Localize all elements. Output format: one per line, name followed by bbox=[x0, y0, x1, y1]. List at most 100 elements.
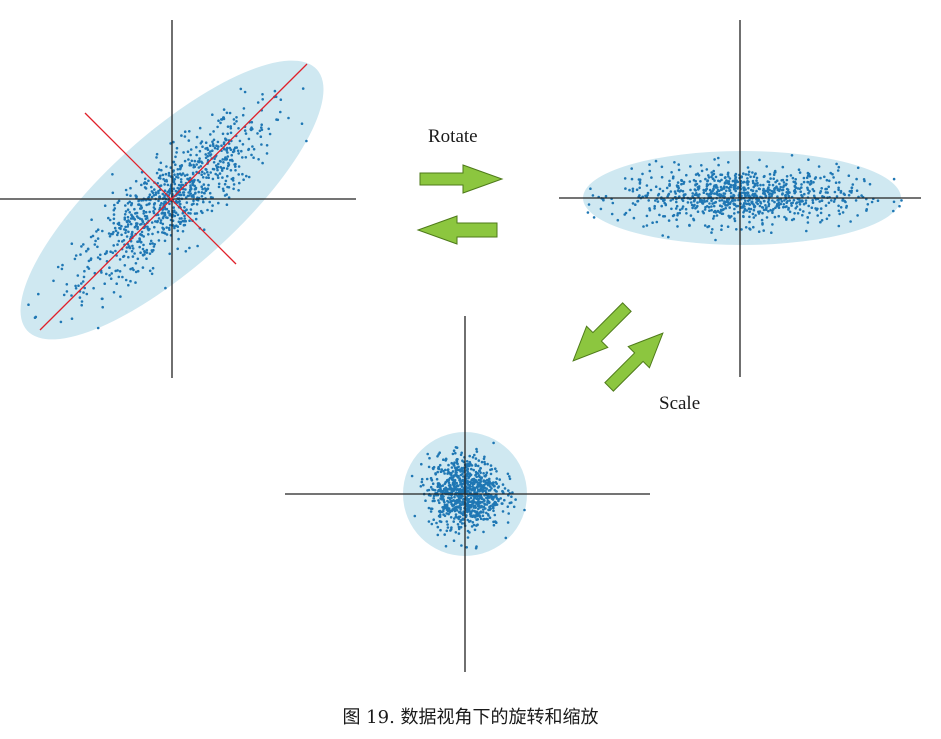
scatter-point bbox=[793, 212, 796, 215]
scatter-point bbox=[740, 191, 744, 195]
scatter-point bbox=[466, 536, 470, 539]
scatter-point bbox=[432, 494, 436, 498]
scatter-point bbox=[501, 489, 504, 493]
scatter-point bbox=[762, 187, 765, 191]
scatter-point bbox=[492, 509, 495, 513]
scatter-point bbox=[780, 200, 784, 203]
scatter-point bbox=[222, 141, 226, 144]
scatter-point bbox=[778, 182, 781, 186]
scatter-point bbox=[429, 507, 433, 511]
scatter-point bbox=[645, 224, 649, 227]
scatter-point bbox=[476, 518, 480, 521]
scatter-point bbox=[96, 245, 99, 249]
scatter-point bbox=[279, 110, 282, 114]
scatter-point bbox=[485, 503, 489, 506]
scatter-point bbox=[733, 219, 737, 223]
scatter-point bbox=[673, 161, 676, 164]
scatter-point bbox=[470, 467, 473, 471]
scatter-point bbox=[785, 178, 789, 182]
scatter-point bbox=[82, 291, 85, 294]
scatter-point bbox=[488, 477, 491, 481]
scatter-point bbox=[762, 183, 765, 187]
scatter-point bbox=[232, 118, 236, 121]
scatter-point bbox=[507, 489, 510, 492]
scatter-point bbox=[138, 245, 141, 249]
scatter-point bbox=[789, 174, 793, 177]
scatter-point bbox=[466, 472, 469, 475]
scatter-point bbox=[511, 491, 514, 494]
scatter-point bbox=[644, 194, 647, 198]
scatter-point bbox=[449, 529, 452, 532]
scatter-point bbox=[712, 217, 715, 220]
scatter-point bbox=[720, 199, 724, 202]
scatter-point bbox=[803, 192, 806, 196]
scatter-point bbox=[430, 522, 434, 526]
scatter-point bbox=[184, 250, 188, 253]
scatter-point bbox=[279, 98, 283, 101]
scatter-point bbox=[161, 216, 165, 220]
scatter-point bbox=[832, 200, 836, 203]
scatter-point bbox=[455, 461, 459, 465]
scatter-point bbox=[129, 279, 132, 283]
scatter-point bbox=[676, 184, 680, 188]
scatter-point bbox=[767, 198, 771, 201]
scatter-point bbox=[73, 257, 77, 261]
scatter-point bbox=[252, 147, 256, 151]
scatter-point bbox=[454, 515, 458, 519]
scatter-point bbox=[495, 477, 499, 480]
scatter-point bbox=[828, 179, 831, 183]
scatter-point bbox=[157, 189, 160, 193]
scatter-point bbox=[494, 520, 497, 523]
scatter-point bbox=[661, 234, 664, 237]
scatter-point bbox=[653, 207, 656, 210]
scatter-point bbox=[721, 194, 724, 198]
scatter-point bbox=[655, 220, 659, 224]
scatter-point bbox=[466, 494, 470, 497]
scatter-point bbox=[192, 165, 195, 169]
scatter-point bbox=[143, 177, 147, 181]
scatter-point bbox=[807, 191, 810, 195]
scatter-point bbox=[825, 178, 829, 182]
scatter-point bbox=[452, 483, 456, 486]
scatter-point bbox=[111, 191, 115, 195]
scatter-point bbox=[782, 203, 786, 206]
scatter-point bbox=[764, 189, 767, 193]
scatter-point bbox=[130, 214, 134, 218]
scatter-point bbox=[236, 149, 240, 153]
scatter-point bbox=[476, 502, 479, 506]
scatter-point bbox=[167, 210, 170, 213]
scatter-point bbox=[191, 171, 195, 175]
scatter-point bbox=[199, 142, 203, 145]
scatter-point bbox=[705, 192, 709, 196]
scatter-point bbox=[223, 158, 226, 161]
scatter-point bbox=[460, 469, 464, 473]
scatter-point bbox=[222, 147, 226, 151]
scatter-point bbox=[188, 194, 191, 197]
scatter-point bbox=[455, 471, 458, 474]
scatter-point bbox=[681, 199, 685, 203]
scatter-point bbox=[150, 190, 154, 193]
scatter-point bbox=[135, 211, 138, 215]
scatter-point bbox=[216, 176, 220, 180]
scatter-point bbox=[229, 169, 233, 172]
scatter-point bbox=[119, 295, 122, 298]
figure-caption: 图 19. 数据视角下的旋转和缩放 bbox=[342, 707, 599, 728]
scatter-point bbox=[709, 182, 712, 186]
scatter-point bbox=[467, 480, 470, 484]
scatter-point bbox=[489, 472, 493, 476]
scatter-point bbox=[468, 464, 471, 468]
scatter-point bbox=[91, 234, 95, 238]
scatter-point bbox=[65, 283, 69, 286]
scatter-point bbox=[479, 517, 483, 521]
scatter-point bbox=[830, 199, 833, 202]
scatter-point bbox=[154, 191, 158, 194]
scatter-point bbox=[635, 188, 639, 191]
scatter-point bbox=[493, 513, 497, 517]
scatter-point bbox=[206, 158, 210, 162]
scatter-point bbox=[716, 209, 720, 213]
scatter-point bbox=[209, 150, 212, 153]
scatter-point bbox=[835, 195, 839, 198]
scatter-point bbox=[731, 179, 735, 183]
scatter-point bbox=[128, 220, 131, 224]
scatter-point bbox=[624, 187, 627, 190]
